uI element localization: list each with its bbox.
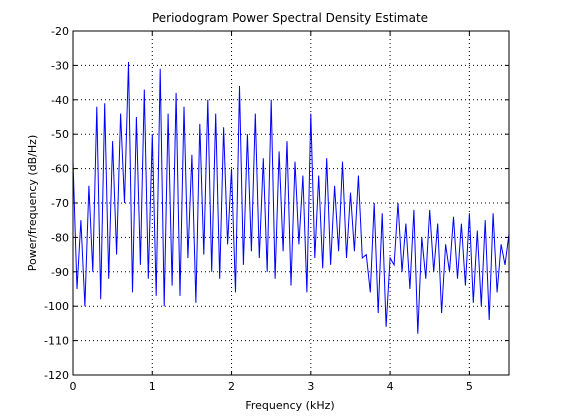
y-tick-label: -70 [51, 197, 69, 210]
x-axis-label: Frequency (kHz) [245, 399, 334, 412]
y-tick-label: -110 [44, 335, 69, 348]
y-tick-label: -30 [51, 59, 69, 72]
chart-title: Periodogram Power Spectral Density Estim… [152, 11, 428, 25]
y-tick-label: -90 [51, 266, 69, 279]
y-tick-label: -100 [44, 300, 69, 313]
y-tick-label: -20 [51, 25, 69, 38]
x-tick-label: 0 [70, 380, 77, 393]
y-axis-label: Power/frequency (dB/Hz) [26, 135, 39, 272]
x-tick-label: 5 [466, 380, 473, 393]
y-tick-label: -40 [51, 94, 69, 107]
y-tick-label: -50 [51, 128, 69, 141]
x-tick-label: 4 [387, 380, 394, 393]
x-tick-label: 3 [307, 380, 314, 393]
x-tick-label: 2 [228, 380, 235, 393]
x-tick-label: 1 [149, 380, 156, 393]
y-tick-label: -80 [51, 231, 69, 244]
y-tick-label: -60 [51, 163, 69, 176]
y-tick-label: -120 [44, 369, 69, 382]
